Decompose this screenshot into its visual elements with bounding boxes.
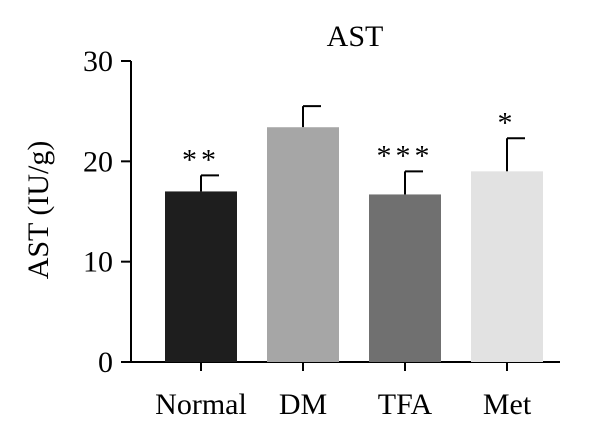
bar-met (471, 171, 543, 362)
y-tick-label-3: 30 (83, 45, 113, 78)
bar-normal (165, 191, 237, 362)
x-tick-label-1: DM (279, 388, 327, 421)
bar-dm (267, 127, 339, 362)
significance-label-3: * (498, 106, 517, 139)
y-tick-label-0: 0 (98, 346, 113, 379)
x-tick-label-3: Met (483, 388, 532, 421)
significance-label-0: ** (182, 143, 220, 176)
bar-tfa (369, 194, 441, 362)
y-axis-label: AST (IU/g) (22, 141, 55, 280)
chart-title: AST (327, 20, 384, 53)
y-tick-label-1: 10 (83, 246, 113, 279)
x-tick-label-0: Normal (155, 388, 247, 421)
significance-label-2: *** (377, 139, 434, 172)
x-tick-label-2: TFA (378, 388, 433, 421)
y-tick-label-2: 20 (83, 145, 113, 178)
